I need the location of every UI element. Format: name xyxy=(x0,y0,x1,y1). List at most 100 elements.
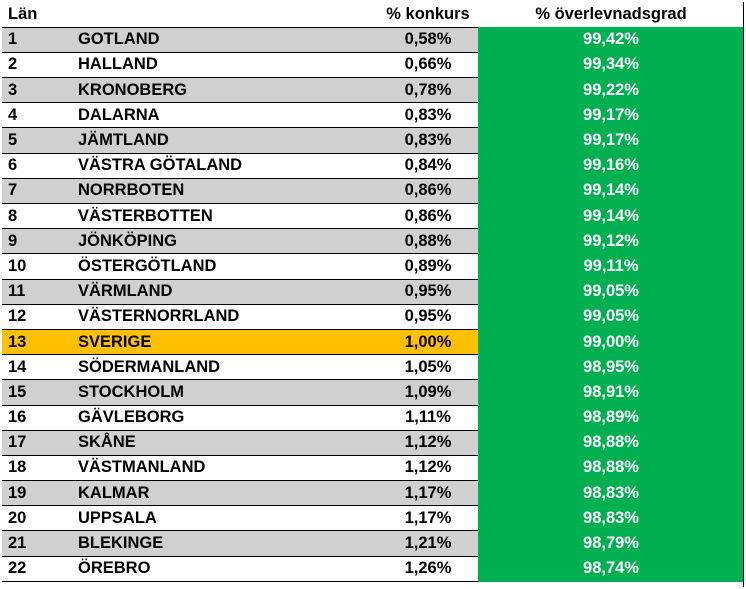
table-row: 6 VÄSTRA GÖTALAND 0,84% 99,16% xyxy=(2,152,744,179)
rank-cell: 12 xyxy=(2,303,72,330)
pct-konkurs-cell: 1,12% xyxy=(378,454,478,481)
table-row: 21 BLEKINGE 1,21% 98,79% xyxy=(2,530,744,557)
table-row: 8 VÄSTERBOTTEN 0,86% 99,14% xyxy=(2,202,744,229)
county-name-cell: VÄSTMANLAND xyxy=(72,454,378,481)
header-pct-konkurs: % konkurs xyxy=(378,2,478,28)
survival-rate-cell: 99,17% xyxy=(478,102,744,128)
header-survival-rate: % överlevnadsgrad xyxy=(478,2,744,28)
county-name-cell: VÄRMLAND xyxy=(72,278,378,305)
county-name-cell: GÄVLEBORG xyxy=(72,404,378,431)
header-name xyxy=(72,2,378,28)
rank-cell: 4 xyxy=(2,102,72,128)
county-name-cell: KRONOBERG xyxy=(72,77,378,103)
rank-cell: 11 xyxy=(2,278,72,305)
pct-konkurs-cell: 1,09% xyxy=(378,379,478,405)
pct-konkurs-cell: 0,86% xyxy=(378,177,478,204)
pct-konkurs-cell: 1,21% xyxy=(378,530,478,557)
table-row: 4 DALARNA 0,83% 99,17% xyxy=(2,102,744,128)
county-name-cell: VÄSTRA GÖTALAND xyxy=(72,152,378,179)
table-row: 20 UPPSALA 1,17% 98,83% xyxy=(2,505,744,531)
rank-cell: 19 xyxy=(2,480,72,506)
survival-rate-cell: 99,12% xyxy=(478,228,744,254)
county-name-cell: UPPSALA xyxy=(72,505,378,531)
county-name-cell: SÖDERMANLAND xyxy=(72,354,378,380)
county-name-cell: NORRBOTEN xyxy=(72,177,378,204)
survival-rate-cell: 98,74% xyxy=(478,555,744,582)
county-name-cell: HALLAND xyxy=(72,51,378,78)
survival-rate-cell: 99,14% xyxy=(478,202,744,229)
pct-konkurs-cell: 1,00% xyxy=(378,328,478,355)
table-row: 7 NORRBOTEN 0,86% 99,14% xyxy=(2,177,744,204)
rank-cell: 5 xyxy=(2,127,72,154)
pct-konkurs-cell: 1,26% xyxy=(378,555,478,582)
county-name-cell: JÄMTLAND xyxy=(72,127,378,154)
table-row: 9 JÖNKÖPING 0,88% 99,12% xyxy=(2,228,744,254)
pct-konkurs-cell: 1,17% xyxy=(378,505,478,531)
rank-cell: 15 xyxy=(2,379,72,405)
pct-konkurs-cell: 0,83% xyxy=(378,102,478,128)
rank-cell: 20 xyxy=(2,505,72,531)
county-name-cell: ÖREBRO xyxy=(72,555,378,582)
survival-rate-cell: 98,88% xyxy=(478,454,744,481)
table-row: 2 HALLAND 0,66% 99,34% xyxy=(2,51,744,78)
rank-cell: 22 xyxy=(2,555,72,582)
pct-konkurs-cell: 0,83% xyxy=(378,127,478,154)
county-name-cell: STOCKHOLM xyxy=(72,379,378,405)
survival-rate-cell: 99,16% xyxy=(478,152,744,179)
rank-cell: 21 xyxy=(2,530,72,557)
county-name-cell: SKÅNE xyxy=(72,429,378,456)
county-name-cell: ÖSTERGÖTLAND xyxy=(72,253,378,280)
rank-cell: 13 xyxy=(2,328,72,355)
survival-rate-cell: 98,91% xyxy=(478,379,744,405)
survival-rate-cell: 99,14% xyxy=(478,177,744,204)
county-name-cell: SVERIGE xyxy=(72,328,378,355)
survival-rate-cell: 99,11% xyxy=(478,253,744,280)
rank-cell: 7 xyxy=(2,177,72,204)
survival-rate-cell: 98,89% xyxy=(478,404,744,431)
survival-rate-cell: 99,00% xyxy=(478,328,744,355)
table-right-border xyxy=(743,2,744,587)
survival-rate-cell: 99,17% xyxy=(478,127,744,154)
survival-rate-cell: 99,34% xyxy=(478,51,744,78)
survival-rate-cell: 99,22% xyxy=(478,77,744,103)
table-body: 1 GOTLAND 0,58% 99,42% 2 HALLAND 0,66% 99,34% 3 K… xyxy=(2,26,744,582)
pct-konkurs-cell: 1,05% xyxy=(378,354,478,380)
table-row: 11 VÄRMLAND 0,95% 99,05% xyxy=(2,278,744,305)
table-row: 3 KRONOBERG 0,78% 99,22% xyxy=(2,77,744,103)
rank-cell: 8 xyxy=(2,202,72,229)
pct-konkurs-cell: 0,86% xyxy=(378,202,478,229)
pct-konkurs-cell: 0,78% xyxy=(378,77,478,103)
table-row: 17 SKÅNE 1,12% 98,88% xyxy=(2,429,744,456)
survival-rate-cell: 98,83% xyxy=(478,505,744,531)
rank-cell: 16 xyxy=(2,404,72,431)
county-name-cell: GOTLAND xyxy=(72,26,378,53)
pct-konkurs-cell: 1,17% xyxy=(378,480,478,506)
table-row: 12 VÄSTERNORRLAND 0,95% 99,05% xyxy=(2,303,744,330)
county-name-cell: DALARNA xyxy=(72,102,378,128)
survival-rate-cell: 98,88% xyxy=(478,429,744,456)
survival-rate-cell: 99,42% xyxy=(478,26,744,53)
rank-cell: 9 xyxy=(2,228,72,254)
table-row: 13 SVERIGE 1,00% 99,00% xyxy=(2,328,744,355)
county-survival-table: Län % konkurs % överlevnadsgrad 1 GOTLAND… xyxy=(2,2,744,582)
table-row: 19 KALMAR 1,17% 98,83% xyxy=(2,480,744,506)
county-name-cell: JÖNKÖPING xyxy=(72,228,378,254)
table-row: 18 VÄSTMANLAND 1,12% 98,88% xyxy=(2,454,744,481)
survival-rate-cell: 98,79% xyxy=(478,530,744,557)
survival-rate-cell: 98,83% xyxy=(478,480,744,506)
survival-rate-cell: 98,95% xyxy=(478,354,744,380)
rank-cell: 2 xyxy=(2,51,72,78)
county-name-cell: VÄSTERNORRLAND xyxy=(72,303,378,330)
pct-konkurs-cell: 0,84% xyxy=(378,152,478,179)
rank-cell: 17 xyxy=(2,429,72,456)
pct-konkurs-cell: 0,89% xyxy=(378,253,478,280)
pct-konkurs-cell: 0,66% xyxy=(378,51,478,78)
header-rank: Län xyxy=(2,2,72,28)
rank-cell: 18 xyxy=(2,454,72,481)
rank-cell: 14 xyxy=(2,354,72,380)
table-row: 22 ÖREBRO 1,26% 98,74% xyxy=(2,555,744,582)
survival-rate-cell: 99,05% xyxy=(478,303,744,330)
rank-cell: 3 xyxy=(2,77,72,103)
header-row: Län % konkurs % överlevnadsgrad xyxy=(2,2,744,28)
